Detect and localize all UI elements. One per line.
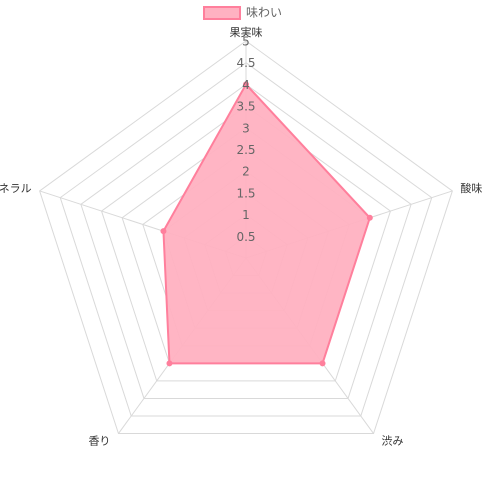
tick-label: 2.5 [236,143,255,157]
grid-ring [39,40,453,435]
tick-label: 3 [242,121,250,135]
legend-swatch [203,6,241,20]
axis-label: 香り [88,435,110,448]
axis-label: 酸味 [460,181,482,195]
data-point[interactable] [319,360,326,367]
tick-label: 1.5 [236,186,255,200]
legend[interactable]: 味わい [203,6,282,20]
tick-label: 0.5 [236,230,255,244]
axis-label: 渋み [382,435,404,448]
grid-ring [80,83,412,399]
series-area [162,82,371,365]
data-point[interactable] [160,228,167,235]
grid-ring [100,105,392,382]
tick-label: 3.5 [236,100,255,114]
tick-label: 4.5 [236,56,255,70]
axis-label: ミネラル [0,182,32,195]
axis-label: 果実味 [230,25,263,39]
tick-label: 1 [242,208,250,222]
tick-label: 2 [242,165,250,179]
data-point[interactable] [243,81,249,88]
grid-ring [59,62,433,417]
tick-label: 4 [242,78,250,92]
tick-label: 5 [242,35,250,49]
legend-label: 味わい [246,6,282,20]
data-point[interactable] [366,214,373,221]
data-point[interactable] [166,360,173,367]
